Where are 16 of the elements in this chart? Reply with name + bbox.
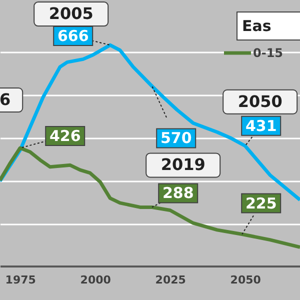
data-label: 426 [49, 127, 81, 146]
annotation: 6 [0, 90, 11, 110]
x-tick-label: 2050 [230, 274, 262, 286]
data-label: 288 [162, 184, 194, 202]
data-label: 431 [245, 116, 277, 135]
data-label: 666 [57, 27, 89, 46]
annotation: 2050 [238, 92, 282, 111]
legend-title: Eas [242, 17, 272, 35]
annotation: 2005 [48, 4, 94, 24]
annotation: 2019 [160, 155, 206, 174]
x-tick-label: 1975 [5, 274, 36, 286]
x-tick-label: 2000 [80, 274, 112, 286]
x-tick-label: 2025 [155, 274, 186, 286]
data-label: 570 [160, 129, 192, 148]
data-label: 225 [245, 194, 277, 212]
legend-label: 0-15 [253, 46, 284, 60]
